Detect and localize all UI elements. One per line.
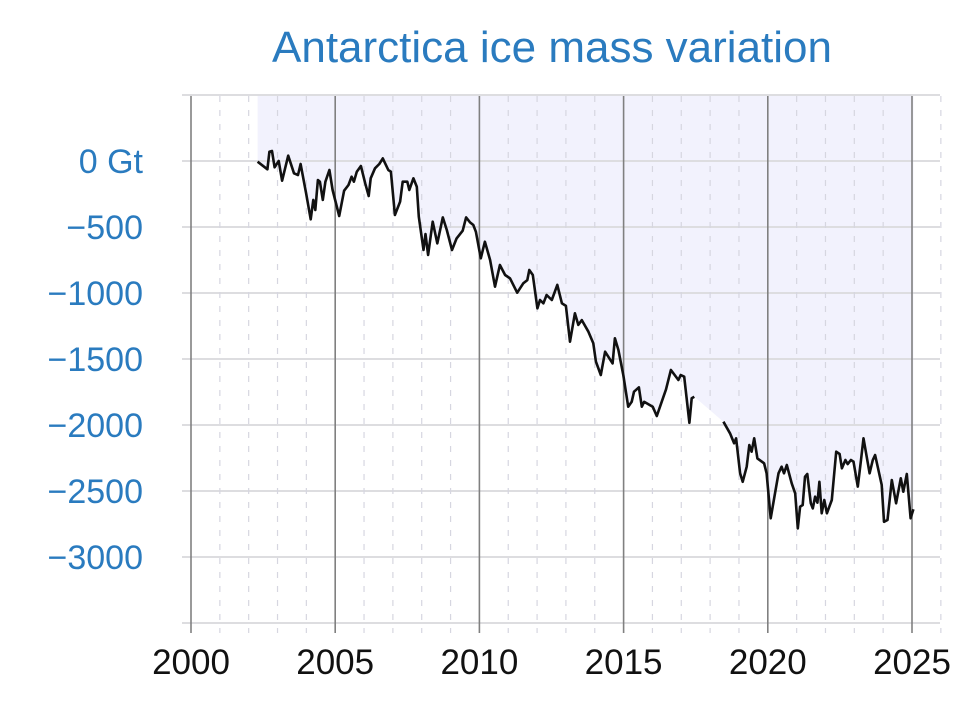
x-tick-label: 2005 (296, 643, 374, 682)
x-tick-label: 2015 (585, 643, 663, 682)
y-tick-label: −2000 (48, 407, 144, 445)
series-line-segment (256, 149, 695, 425)
x-tick-label: 2025 (873, 643, 951, 682)
series-line-segment (722, 421, 915, 530)
x-tick-label: 2000 (152, 643, 230, 682)
chart-title: Antarctica ice mass variation (272, 23, 832, 72)
area-fill-polygon (257, 96, 914, 529)
y-tick-label: −500 (66, 209, 143, 247)
x-tick-label: 2020 (729, 643, 807, 682)
x-axis-labels: 2000 2005 2010 2015 2020 2025 (152, 643, 951, 682)
y-tick-label: −3000 (48, 539, 144, 577)
y-tick-label: 0 Gt (79, 143, 144, 181)
y-tick-label: −2500 (48, 473, 144, 511)
data-line (256, 149, 915, 530)
area-fill (257, 96, 914, 529)
x-tick-label: 2010 (440, 643, 518, 682)
y-axis-labels: 0 Gt −500 −1000 −1500 −2000 −2500 −3000 (48, 143, 144, 577)
y-tick-label: −1500 (48, 341, 144, 379)
y-tick-label: −1000 (48, 275, 144, 313)
